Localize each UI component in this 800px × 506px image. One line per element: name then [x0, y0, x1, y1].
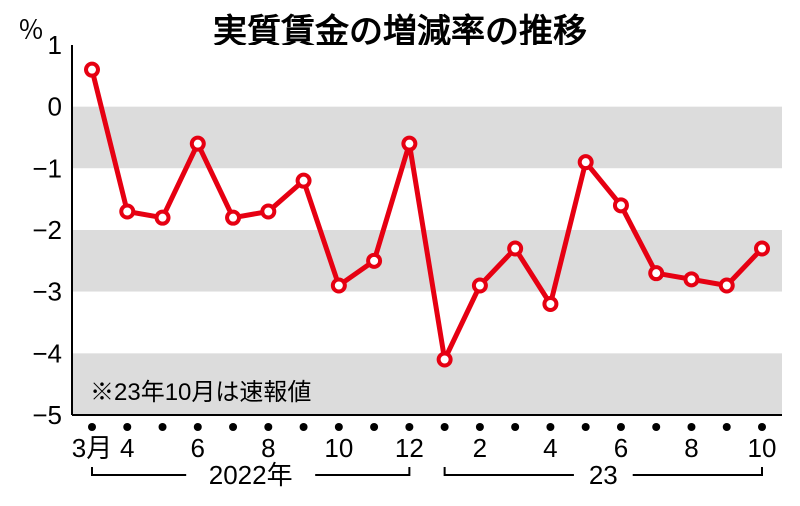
svg-text:12: 12	[395, 433, 424, 463]
svg-text:2: 2	[473, 433, 487, 463]
svg-text:10: 10	[748, 433, 777, 463]
svg-text:−4: −4	[32, 338, 62, 368]
svg-text:6: 6	[614, 433, 628, 463]
svg-text:1: 1	[48, 30, 62, 60]
svg-text:4: 4	[543, 433, 557, 463]
svg-text:2022年: 2022年	[209, 460, 293, 490]
svg-text:0: 0	[48, 92, 62, 122]
chart-note: ※23年10月は速報値	[90, 372, 311, 407]
svg-text:−2: −2	[32, 215, 62, 245]
svg-text:4: 4	[120, 433, 134, 463]
svg-text:8: 8	[684, 433, 698, 463]
svg-text:10: 10	[324, 433, 353, 463]
chart-svg: 10−1−2−3−4−53月46810122468102022年23	[0, 0, 800, 506]
svg-text:−1: −1	[32, 153, 62, 183]
svg-text:−3: −3	[32, 277, 62, 307]
svg-text:23: 23	[589, 460, 618, 490]
chart-container: ％ 実質賃金の増減率の推移 （前年同月比） 10−1−2−3−4−53月4681…	[0, 0, 800, 506]
svg-text:6: 6	[191, 433, 205, 463]
svg-text:−5: −5	[32, 400, 62, 430]
svg-text:8: 8	[261, 433, 275, 463]
svg-text:3月: 3月	[72, 433, 112, 463]
